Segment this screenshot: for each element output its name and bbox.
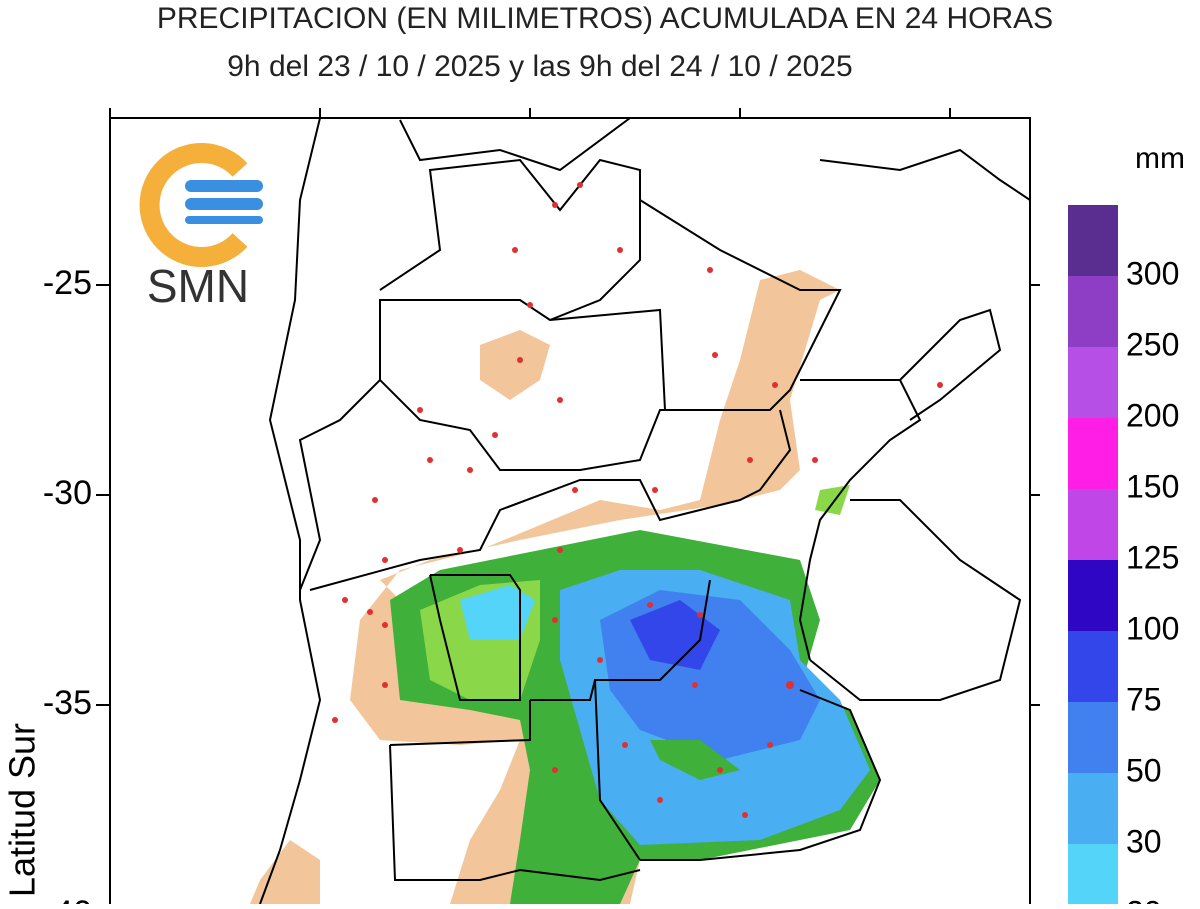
legend-label: 75 [1126, 681, 1162, 717]
legend-label: 20 [1126, 894, 1162, 904]
legend-swatch [1068, 631, 1118, 702]
top-ticks [109, 108, 951, 118]
legend-label: 200 [1126, 397, 1179, 433]
legend-swatch [1068, 276, 1118, 347]
legend-swatch [1068, 489, 1118, 560]
y-tick-label: -35 [43, 684, 92, 722]
y-tick-label: -30 [43, 474, 92, 512]
legend-swatch [1068, 560, 1118, 631]
legend-swatch [1068, 347, 1118, 418]
legend-swatch [1068, 844, 1118, 909]
y-axis-label: Latitud Sur [2, 723, 43, 897]
title: PRECIPITACION (EN MILIMETROS) ACUMULADA … [157, 2, 1053, 35]
legend-swatch [1068, 205, 1118, 276]
legend-label: 250 [1126, 326, 1179, 362]
legend-label: 100 [1126, 610, 1179, 646]
logo: SMN [139, 143, 263, 312]
subtitle: 9h del 23 / 10 / 2025 y las 9h del 24 / … [227, 50, 852, 83]
legend-swatch [1068, 418, 1118, 489]
legend-label: 125 [1126, 539, 1179, 575]
legend-unit: mm [1135, 142, 1185, 175]
legend-label: 150 [1126, 468, 1179, 504]
y-tick-label: -25 [43, 264, 92, 302]
legend-label: 50 [1126, 752, 1162, 788]
legend-swatch [1068, 773, 1118, 844]
logo-text: SMN [147, 260, 249, 312]
legend-label: 300 [1126, 255, 1179, 291]
legend-swatch [1068, 702, 1118, 773]
legend-label: 30 [1126, 823, 1162, 859]
y-tick-label: -40 [43, 894, 92, 904]
map-area [109, 117, 1031, 909]
